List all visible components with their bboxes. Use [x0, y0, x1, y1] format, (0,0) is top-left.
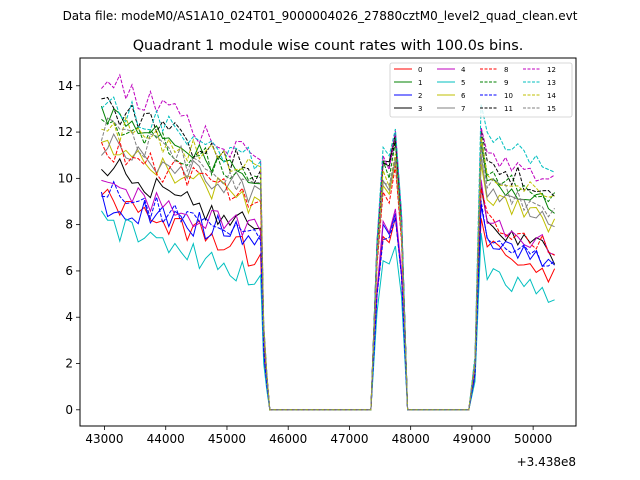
x-axis-offset-label: +3.438e8 — [517, 455, 576, 469]
series-line-15 — [100, 117, 556, 411]
y-tick-label: 4 — [65, 310, 73, 324]
legend-label-11: 11 — [504, 105, 513, 113]
plot-frame — [79, 57, 577, 427]
legend-label-1: 1 — [418, 79, 422, 87]
y-tick-label: 0 — [65, 403, 73, 417]
series-line-4 — [101, 179, 555, 411]
y-axis: 0 2 4 6 8 10 12 14 — [58, 79, 80, 417]
y-tick-label: 2 — [65, 357, 73, 371]
y-tick-label: 6 — [65, 264, 73, 278]
legend-label-2: 2 — [418, 92, 422, 100]
x-tick-label: 49000 — [453, 432, 491, 446]
legend-label-12: 12 — [547, 66, 556, 74]
x-tick-label: 45000 — [208, 432, 246, 446]
series-line-8 — [100, 139, 555, 411]
x-tick-label: 43000 — [85, 432, 123, 446]
legend-label-6: 6 — [461, 92, 466, 100]
series-line-9 — [101, 118, 556, 411]
y-tick-label: 10 — [58, 171, 73, 185]
chart-title: Quadrant 1 module wise count rates with … — [133, 38, 524, 54]
y-tick-label: 14 — [58, 79, 73, 93]
legend-label-15: 15 — [547, 105, 556, 113]
series-line-5 — [100, 210, 555, 411]
x-tick-label: 47000 — [330, 432, 368, 446]
series-line-14 — [101, 115, 555, 411]
legend-label-9: 9 — [504, 79, 508, 87]
legend-label-14: 14 — [547, 92, 556, 100]
series-line-2 — [100, 191, 555, 411]
legend-label-0: 0 — [418, 66, 422, 74]
series-layer — [100, 73, 556, 411]
legend-label-8: 8 — [504, 66, 508, 74]
legend-label-5: 5 — [461, 79, 465, 87]
legend-label-13: 13 — [547, 79, 556, 87]
y-tick-label: 12 — [58, 125, 73, 139]
y-tick-label: 8 — [65, 218, 73, 232]
legend-label-3: 3 — [418, 105, 422, 113]
series-line-11 — [101, 96, 555, 411]
legend-label-10: 10 — [504, 92, 513, 100]
series-line-13 — [101, 96, 555, 411]
x-axis: 43000 44000 45000 46000 47000 48000 49000 50000 — [85, 426, 552, 446]
legend-label-7: 7 — [461, 105, 465, 113]
x-tick-label: 48000 — [392, 432, 430, 446]
legend-frame — [389, 62, 573, 118]
figure-suptitle: Data file: modeM0/AS1A10_024T01_90000040… — [63, 9, 578, 23]
x-tick-label: 50000 — [514, 432, 552, 446]
x-tick-label: 44000 — [147, 432, 185, 446]
x-tick-label: 46000 — [269, 432, 307, 446]
legend-label-4: 4 — [461, 66, 466, 74]
